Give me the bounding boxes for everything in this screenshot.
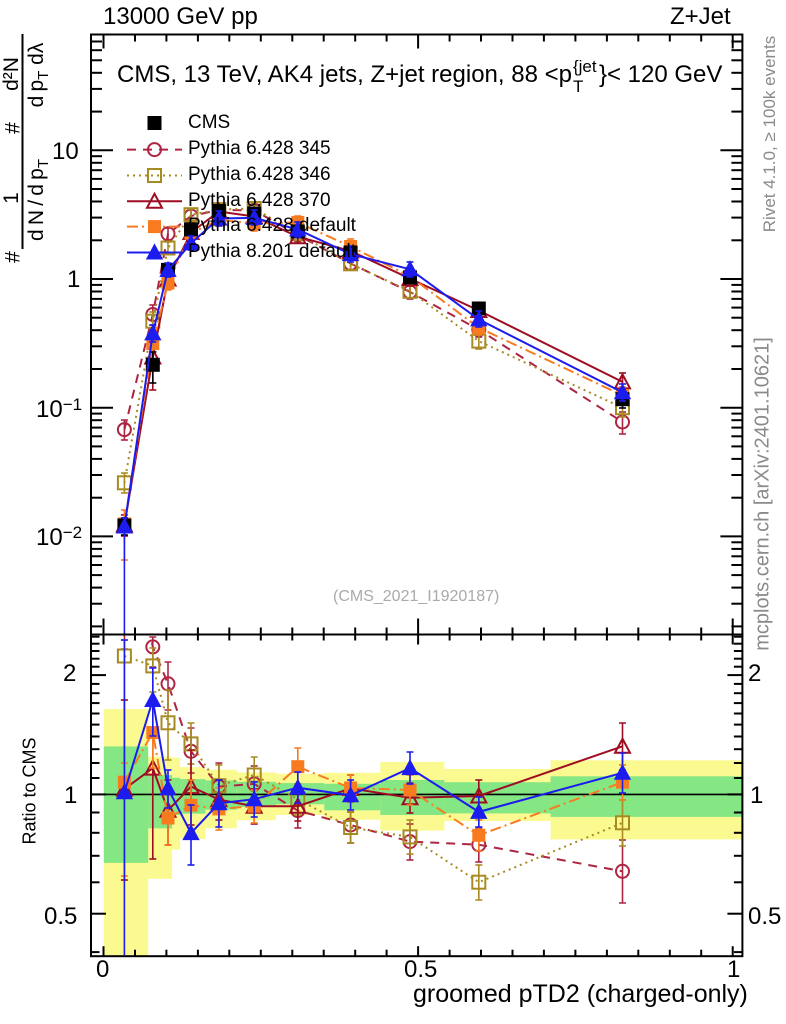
svg-text:#: #: [2, 251, 25, 263]
svg-text:1: 1: [0, 192, 23, 204]
svg-text:d²N: d²N: [0, 57, 23, 91]
svg-text:#: #: [2, 122, 25, 134]
svg-text:d pT dλ: d pT dλ: [25, 42, 52, 107]
svg-text:d N / d pT: d N / d pT: [25, 159, 52, 241]
